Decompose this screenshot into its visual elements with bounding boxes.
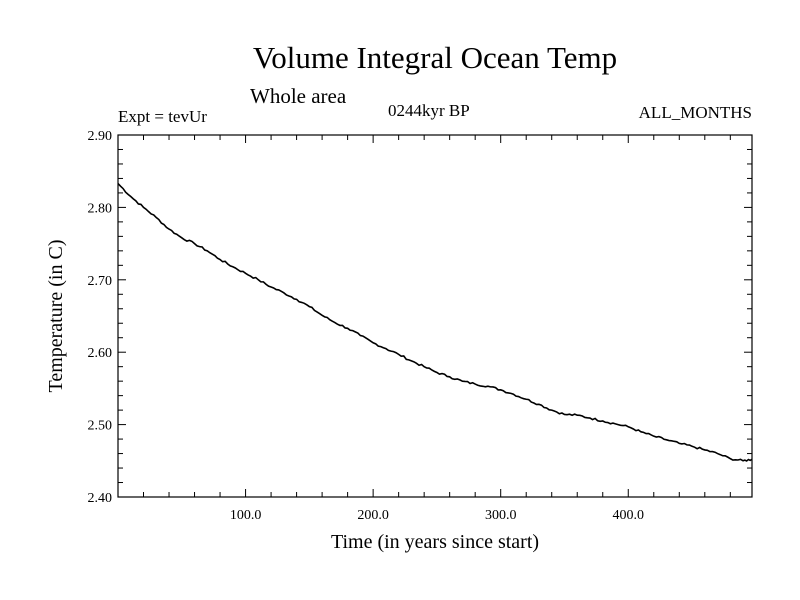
series-line	[117, 182, 753, 462]
axis-ticks	[118, 135, 752, 497]
x-tick-label: 200.0	[357, 508, 389, 523]
y-tick-label: 2.80	[88, 201, 113, 216]
y-tick-label: 2.60	[88, 346, 113, 361]
period-label: 0244kyr BP	[388, 101, 470, 120]
axis-tick-labels: 100.0 200.0 300.0 400.0 2.40 2.50 2.60 2.70 2.80…	[88, 129, 645, 523]
y-tick-label: 2.40	[88, 491, 113, 506]
y-tick-label: 2.70	[88, 274, 113, 289]
plot-frame	[117, 134, 753, 498]
x-axis-label: Time (in years since start)	[331, 531, 539, 553]
chart-title: Volume Integral Ocean Temp	[252, 40, 618, 75]
chart-subtitle: Whole area	[250, 84, 347, 108]
y-tick-label: 2.90	[88, 129, 113, 144]
x-tick-label: 400.0	[613, 508, 645, 523]
y-tick-label: 2.50	[88, 419, 113, 434]
x-tick-label: 300.0	[485, 508, 517, 523]
y-axis-label: Temperature (in C)	[45, 240, 67, 393]
experiment-label: Expt = tevUr	[118, 107, 207, 126]
months-label: ALL_MONTHS	[638, 103, 752, 122]
x-tick-label: 100.0	[230, 508, 262, 523]
